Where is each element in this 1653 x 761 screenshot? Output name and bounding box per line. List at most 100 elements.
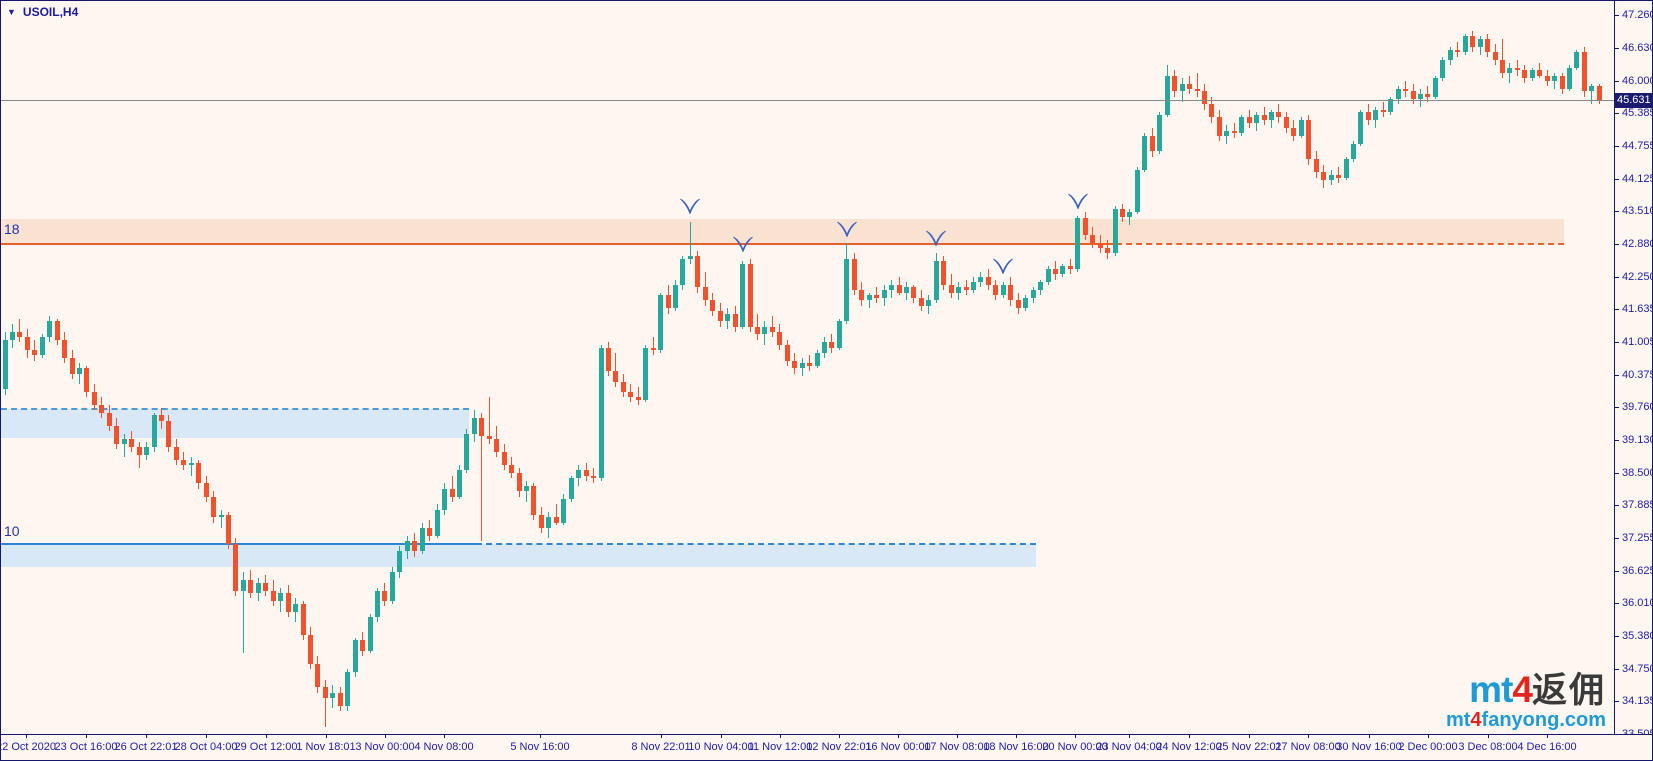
candle-body xyxy=(278,593,284,602)
candle-body xyxy=(784,344,790,361)
candle-bear xyxy=(876,287,878,304)
candle-body xyxy=(591,475,597,479)
candle-body xyxy=(404,540,410,552)
time-tick-label: 12 Nov 22:01 xyxy=(806,741,872,753)
candle-bull xyxy=(123,433,125,458)
candle-body xyxy=(985,276,991,285)
time-tick-label: 10 Nov 04:00 xyxy=(688,741,754,753)
zone-border-line[interactable] xyxy=(1,243,1116,245)
candle-body xyxy=(1425,93,1431,97)
zone-border-line-dashed[interactable] xyxy=(1116,243,1564,245)
candle-body xyxy=(211,496,217,518)
candle-bear xyxy=(1427,86,1429,102)
demand-zone[interactable] xyxy=(1,409,469,438)
candle-body xyxy=(1403,88,1409,92)
price-tick xyxy=(1615,15,1619,16)
time-tick xyxy=(1016,735,1017,738)
time-tick-label: 20 Nov 00:00 xyxy=(1042,741,1108,753)
candle-body xyxy=(1477,39,1483,47)
candle-body xyxy=(1313,159,1319,173)
time-tick xyxy=(661,735,662,738)
candle-body xyxy=(643,347,649,400)
candle-body xyxy=(598,347,604,479)
candle-body xyxy=(613,371,619,382)
candle-bear xyxy=(652,337,654,356)
candle-body xyxy=(129,439,135,447)
price-axis[interactable]: 47.260 46.630 46.000 45.385 44.755 44.125 43.5… xyxy=(1614,1,1653,740)
candle-body xyxy=(255,582,261,594)
candle-body xyxy=(427,527,433,536)
candle-body xyxy=(106,412,112,426)
time-tick xyxy=(721,735,722,738)
time-tick xyxy=(1129,735,1130,738)
candle-body xyxy=(1567,67,1572,89)
time-tick xyxy=(1308,735,1309,738)
candle-body xyxy=(1440,59,1446,79)
price-tick xyxy=(1615,145,1619,147)
candle-body xyxy=(136,446,142,455)
demand-zone[interactable] xyxy=(1,543,1036,568)
candle-body xyxy=(948,284,954,293)
candle-body xyxy=(1209,104,1215,118)
price-tick xyxy=(1615,113,1619,115)
candle-body xyxy=(829,342,835,348)
candle-body xyxy=(740,263,746,327)
candle-body xyxy=(196,462,202,484)
candle-body xyxy=(1097,242,1103,249)
candle-body xyxy=(516,473,522,492)
candle-body xyxy=(1462,36,1468,53)
candle-body xyxy=(1395,88,1401,100)
zone-border-line-dashed[interactable] xyxy=(476,542,1036,545)
candle-body xyxy=(69,357,75,374)
candle-body xyxy=(866,295,872,301)
price-tick-label: 39.760 xyxy=(1622,401,1653,414)
candle-body xyxy=(754,326,760,335)
current-price-tag: 45.631 xyxy=(1614,93,1652,109)
candle-body xyxy=(583,470,589,476)
candle-body xyxy=(1507,67,1513,74)
time-tick-label: 27 Nov 08:00 xyxy=(1275,741,1341,753)
candle-body xyxy=(471,418,477,434)
trade-signal-arrow-icon[interactable] xyxy=(925,230,947,247)
candle-bear xyxy=(1233,122,1235,139)
candle-body xyxy=(1365,112,1371,121)
candle-body xyxy=(963,287,969,290)
trade-signal-arrow-icon[interactable] xyxy=(836,221,858,238)
price-tick xyxy=(1615,309,1619,311)
candle-body xyxy=(300,603,306,636)
candle-body xyxy=(1239,117,1245,134)
trade-signal-arrow-icon[interactable] xyxy=(992,258,1014,276)
zone-border-line-dashed[interactable] xyxy=(1,408,469,411)
candle-body xyxy=(382,590,388,602)
candle-bear xyxy=(1382,101,1384,118)
candle-body xyxy=(717,310,723,322)
candle-body xyxy=(1298,120,1304,136)
zone-label: 18 xyxy=(4,220,20,237)
trade-signal-arrow-icon[interactable] xyxy=(732,236,754,254)
candle-body xyxy=(1023,297,1029,309)
candle-body xyxy=(330,692,336,698)
candle-body xyxy=(1254,114,1260,123)
candlestick-chart[interactable]: 18 10 xyxy=(1,1,1614,734)
zone-border-line[interactable] xyxy=(1,542,476,545)
supply-zone[interactable] xyxy=(1,218,1564,244)
candle-body xyxy=(1179,83,1185,92)
candle-body xyxy=(836,321,842,348)
time-axis[interactable]: 22 Oct 2020 23 Oct 16:00 26 Oct 22:01 28 Oc… xyxy=(1,734,1652,760)
candle-body xyxy=(881,290,887,298)
candle-body xyxy=(553,517,559,523)
candle-body xyxy=(1544,75,1550,81)
trade-signal-arrow-icon[interactable] xyxy=(679,198,701,216)
price-tick-label: 38.500 xyxy=(1622,467,1653,479)
price-tick-label: 37.885 xyxy=(1622,499,1653,512)
price-tick xyxy=(1615,603,1619,605)
price-tick xyxy=(1615,538,1619,540)
price-tick-label: 34.750 xyxy=(1622,663,1653,676)
time-tick-label: 11 Nov 12:00 xyxy=(747,741,813,753)
candle-bear xyxy=(488,397,490,445)
trade-signal-arrow-icon[interactable] xyxy=(1067,193,1089,210)
candle-bear xyxy=(1405,80,1407,97)
candle-bull xyxy=(1509,62,1511,84)
time-tick-label: 23 Oct 16:00 xyxy=(54,741,118,753)
